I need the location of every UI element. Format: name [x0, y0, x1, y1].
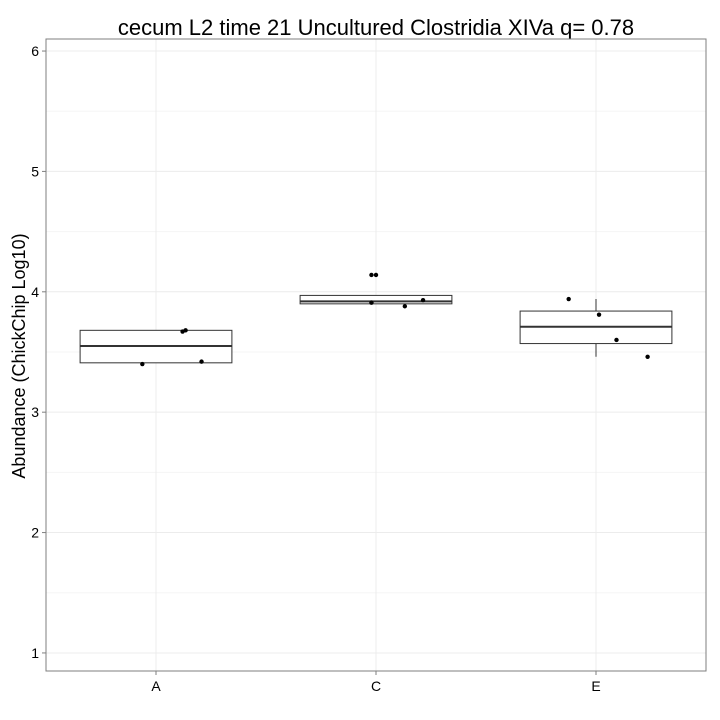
points-layer: [140, 272, 650, 367]
x-tick-label: A: [151, 678, 161, 694]
y-tick-label: 4: [31, 284, 39, 300]
data-point: [596, 312, 602, 317]
y-tick-label: 5: [31, 163, 39, 179]
x-tick-label: E: [591, 678, 600, 694]
data-point: [183, 328, 188, 333]
data-point: [369, 272, 374, 278]
data-point: [369, 300, 374, 305]
data-point: [199, 359, 204, 364]
chart-title: cecum L2 time 21 Uncultured Clostridia X…: [118, 15, 634, 40]
axes-layer: 1 2 3 4 5 6 A C E: [31, 43, 600, 694]
data-point: [373, 272, 379, 278]
boxes-layer: [79, 294, 673, 364]
box-iqr: [299, 294, 453, 305]
y-tick-label: 1: [31, 645, 39, 661]
y-tick-label: 3: [31, 404, 39, 420]
y-axis-title: Abundance (ChickChip Log10): [9, 233, 29, 478]
x-tick-label: C: [371, 678, 381, 694]
box-E: [519, 299, 673, 357]
box-A: [79, 329, 233, 364]
y-tick-label: 2: [31, 525, 39, 541]
data-point: [566, 296, 571, 302]
data-point: [140, 361, 145, 367]
data-point: [645, 354, 650, 360]
data-point: [420, 298, 426, 303]
box-C: [299, 294, 453, 305]
data-point: [614, 337, 619, 343]
y-tick-label: 6: [31, 43, 39, 59]
data-point: [402, 304, 408, 309]
